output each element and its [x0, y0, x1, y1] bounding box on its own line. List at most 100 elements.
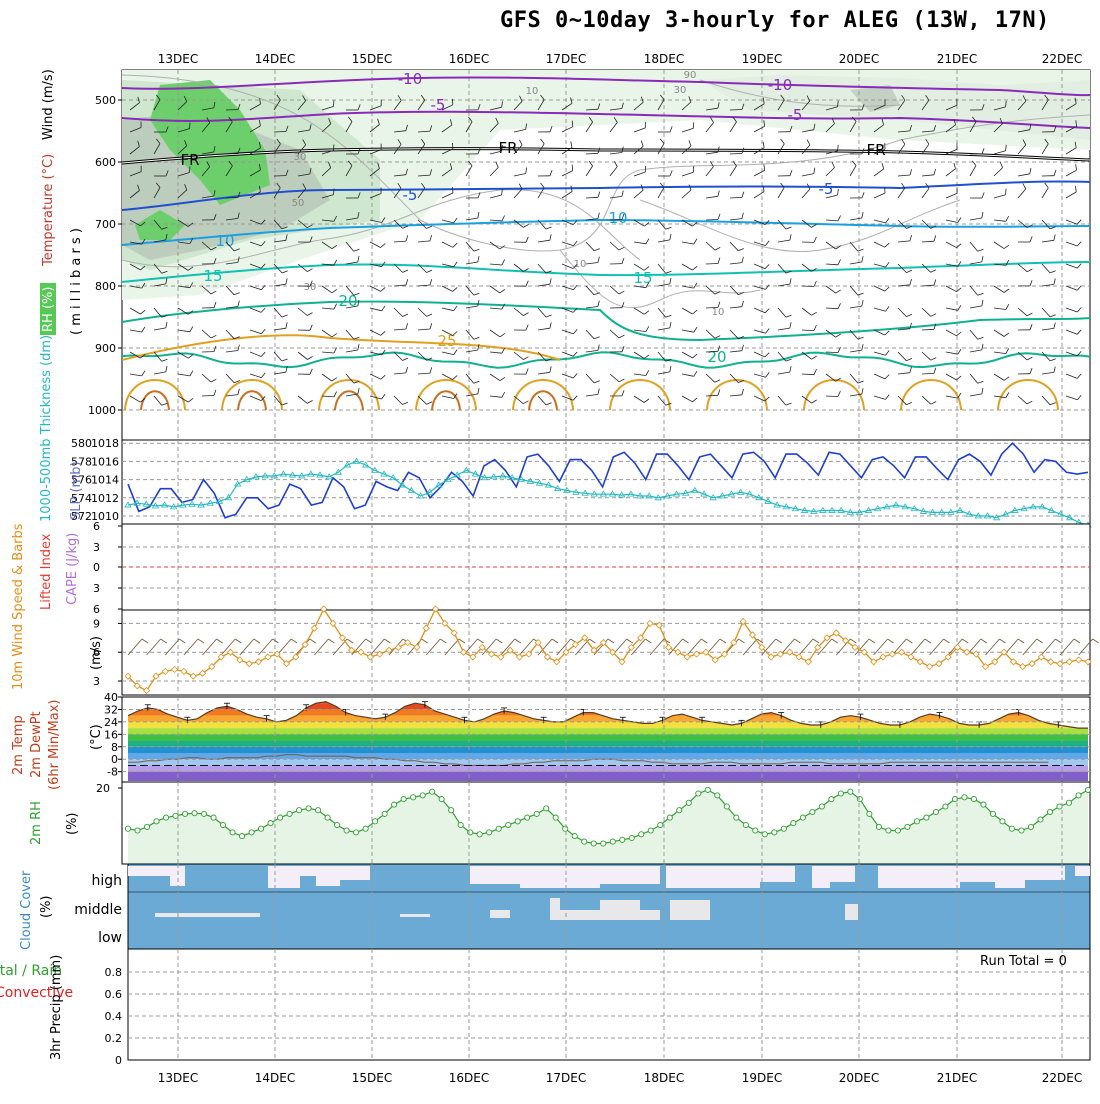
wind10m-units-label: (m/s) [89, 636, 104, 670]
rh2m-point [439, 797, 444, 802]
rh2m-point [125, 826, 130, 831]
rh2m-point [895, 828, 900, 833]
cloud-high-gap [830, 866, 855, 882]
temp-contour-label: -10 [768, 76, 793, 94]
temp-color-band [128, 765, 1088, 771]
rh2m-point [848, 789, 853, 794]
slp-axis-label: SLP (mb) [69, 461, 84, 520]
y-tick-label: 8 [111, 741, 118, 754]
rh2m-point [734, 815, 739, 820]
y-tick-label: 6 [93, 603, 100, 616]
day-label-top: 16DEC [449, 52, 489, 66]
precip-tick: 0.8 [105, 966, 123, 979]
rh2m-point [1066, 800, 1071, 805]
y-tick-label: 800 [95, 280, 116, 293]
run-total-label: Run Total = 0 [980, 954, 1067, 969]
temp-contour-label: -5 [403, 186, 418, 204]
rh-contour-label: 90 [684, 70, 697, 81]
temp-contour-label: 20 [707, 348, 726, 366]
rh2m-panel: 20 [96, 782, 1091, 864]
thickness-axis-label: 1000-500mb Thickness (dm) [39, 335, 54, 522]
rh2m-point [990, 811, 995, 816]
rh-contour-label: 10 [574, 259, 587, 270]
rh2m-point [648, 828, 653, 833]
y-tick-label: 3 [93, 541, 100, 554]
rh2m-point [287, 811, 292, 816]
cloud-high-gap [700, 866, 760, 888]
cloud-middle-gap [845, 904, 858, 920]
day-label-bottom: 18DEC [644, 1071, 684, 1085]
rh-contour-label: 30 [304, 282, 317, 293]
cloud-middle-gap [550, 898, 560, 920]
wind-barb [826, 396, 838, 397]
y-tick-label: -8 [107, 766, 118, 779]
rh2m-point [363, 826, 368, 831]
y-tick-label: 500 [95, 94, 116, 107]
rh2m-point [154, 819, 159, 824]
rh2m-point [1085, 787, 1090, 792]
rh2m-point [373, 819, 378, 824]
temp-color-band [128, 728, 1088, 734]
rh2m-point [525, 815, 530, 820]
rh2m-point [696, 791, 701, 796]
cloud-level-label: low [98, 930, 122, 946]
rh2m-point [914, 819, 919, 824]
rh2m-point [933, 809, 938, 814]
slp-tick: 1012 [91, 492, 119, 505]
temp-contour-label: 10 [608, 209, 627, 227]
rh2m-point [534, 811, 539, 816]
precip-tick: 0.4 [105, 1010, 123, 1023]
day-label-top: 15DEC [352, 52, 392, 66]
rh2m-point [477, 832, 482, 837]
wind-barb [226, 198, 238, 199]
cloud-middle-gap [155, 913, 260, 917]
y-tick-label: 3 [93, 582, 100, 595]
temp-contour-label: 15 [203, 267, 222, 285]
temp-contour-label: FR [498, 139, 517, 157]
cloud-high-gap [1075, 866, 1090, 876]
rh2m-axis-label: 2m RH [29, 801, 44, 845]
rh2m-point [905, 824, 910, 829]
rh2m-point [762, 832, 767, 837]
rh2m-point [876, 824, 881, 829]
rh2m-point [886, 828, 891, 833]
rh2m-point [430, 789, 435, 794]
day-label-bottom: 13DEC [158, 1071, 198, 1085]
rh2m-units-label: (%) [65, 813, 80, 836]
temp-contour-label: 10 [215, 232, 234, 250]
cloud-middle-gap [600, 900, 640, 920]
rh2m-point [315, 808, 320, 813]
temp-color-band [128, 747, 1088, 753]
cloud-units-label: (%) [39, 896, 54, 919]
slp-tick: 1018 [91, 437, 119, 450]
rh2m-point [335, 822, 340, 827]
rh2m-point [420, 793, 425, 798]
rh2m-point [211, 815, 216, 820]
temperature-axis-label: Temperature (°C) [41, 154, 56, 267]
wind-barb-flag [190, 123, 191, 129]
rh-contour-label: 30 [294, 152, 307, 163]
day-label-bottom: 14DEC [255, 1071, 295, 1085]
y-tick-label: 40 [104, 691, 118, 704]
cloud-middle-gap [670, 900, 710, 920]
precip-tick: 0.2 [105, 1032, 123, 1045]
y-tick-label: 900 [95, 342, 116, 355]
rh2m-point [981, 802, 986, 807]
temp-units-label: (°C) [89, 724, 104, 750]
rh2m-point [943, 804, 948, 809]
thickness-tick: 580 [71, 437, 92, 450]
cloud-high-gap [1025, 866, 1065, 880]
day-label-top: 20DEC [839, 52, 879, 66]
rh2m-point [610, 839, 615, 844]
rh2m-point [1000, 819, 1005, 824]
day-label-bottom: 22DEC [1042, 1071, 1082, 1085]
rh-contour-label: 30 [674, 85, 687, 96]
wind-barb [802, 286, 814, 287]
temp-contour-label: -5 [819, 180, 834, 198]
rh2m-point [667, 815, 672, 820]
minmax-axis-label: (6hr Min/Max) [47, 700, 62, 790]
rh-contour-label: 10 [526, 86, 539, 97]
rh2m-point [810, 809, 815, 814]
